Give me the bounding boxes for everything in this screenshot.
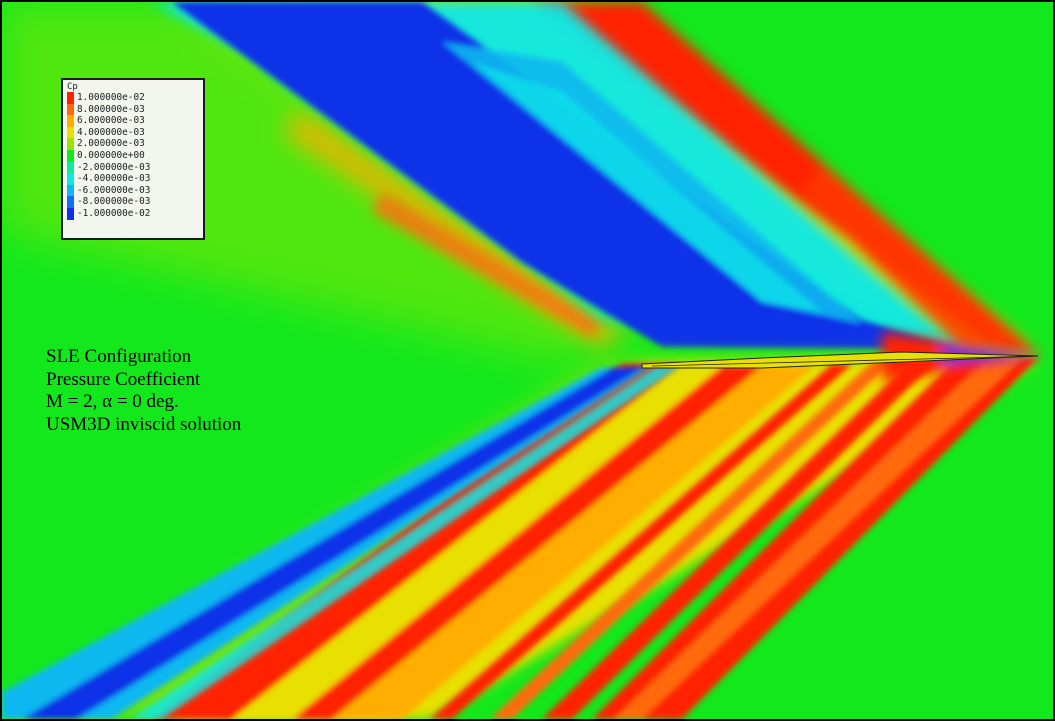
legend-swatch: [67, 196, 74, 208]
legend-label: -8.000000e-03: [77, 196, 151, 208]
color-legend: Cp 1.000000e-02 8.000000e-03 6.000000e-03 4…: [61, 78, 205, 240]
legend-entry: -8.000000e-03: [67, 196, 199, 208]
legend-entry: -2.000000e-03: [67, 161, 199, 174]
legend-swatch: [67, 207, 74, 220]
legend-swatch: [67, 173, 74, 185]
legend-label: 8.000000e-03: [77, 103, 145, 115]
legend-label: -1.000000e-02: [77, 207, 151, 219]
legend-title: Cp: [67, 82, 78, 92]
legend-swatch: [67, 184, 74, 197]
legend-entry: -1.000000e-02: [67, 207, 199, 220]
legend-entry: 8.000000e-03: [67, 103, 199, 116]
legend-label: -2.000000e-03: [77, 161, 151, 173]
legend-label: -6.000000e-03: [77, 184, 151, 196]
legend-swatch: [67, 115, 74, 127]
aircraft-outline: [641, 351, 1039, 369]
legend-swatch: [67, 103, 74, 116]
legend-entry: 2.000000e-03: [67, 138, 199, 150]
legend-swatch: [67, 149, 74, 162]
legend-swatch: [67, 138, 74, 150]
legend-label: 0.000000e+00: [77, 149, 145, 161]
legend-label: 4.000000e-03: [77, 126, 145, 138]
legend-label: 6.000000e-03: [77, 115, 145, 127]
legend-swatch: [67, 126, 74, 139]
legend-entry: -4.000000e-03: [67, 173, 199, 185]
legend-label: 2.000000e-03: [77, 138, 145, 150]
legend-label: -4.000000e-03: [77, 173, 151, 185]
legend-entry: 4.000000e-03: [67, 126, 199, 139]
legend-label: 1.000000e-02: [77, 92, 145, 103]
legend-entry: -6.000000e-03: [67, 184, 199, 197]
annotation-line-conditions: M = 2, α = 0 deg.: [46, 391, 179, 412]
annotation-line-configuration: SLE Configuration: [46, 346, 192, 367]
legend-entry: 6.000000e-03: [67, 115, 199, 127]
lower-expansion-blue: [2, 366, 680, 719]
legend-entry: 1.000000e-02: [67, 92, 199, 104]
annotation-line-solver: USM3D inviscid solution: [46, 413, 242, 435]
legend-swatch: [67, 92, 74, 104]
legend-entry: 0.000000e+00: [67, 149, 199, 162]
upper-expansion-blue: [172, 2, 962, 350]
legend-swatch: [67, 161, 74, 174]
annotation-text: SLE Configuration Pressure Coefficient M…: [46, 346, 241, 436]
annotation-line-quantity: Pressure Coefficient: [46, 368, 201, 390]
